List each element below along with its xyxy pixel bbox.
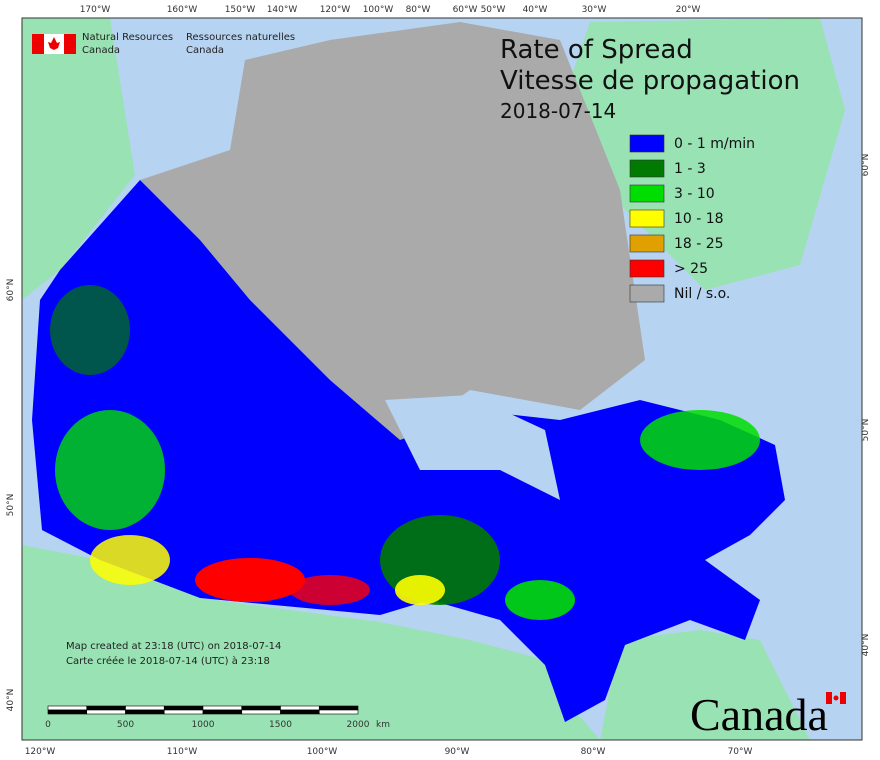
scale-label: 0	[45, 720, 51, 730]
legend: 0 - 1 m/min 1 - 3 3 - 10 10 - 18 18 - 25 > 25…	[629, 134, 755, 303]
maple-leaf	[48, 37, 60, 50]
lon-label: 40°W	[523, 5, 548, 15]
patch	[395, 575, 445, 605]
scale-segment	[86, 709, 126, 715]
scale-segment	[318, 705, 359, 711]
wordmark-flag	[826, 692, 846, 704]
frame	[21, 17, 863, 741]
graticule-labels: 170°W 160°W 150°W 140°W 120°W 100°W 80°W 60°W 50…	[6, 5, 871, 757]
lon-label: 30°W	[582, 5, 607, 15]
lon-label: 60°W	[453, 5, 478, 15]
legend-label: 0 - 1 m/min	[674, 136, 755, 152]
scale-segment	[125, 705, 165, 711]
lon-label: 80°W	[581, 747, 606, 757]
scale-segment	[241, 705, 281, 711]
legend-swatch	[629, 259, 665, 278]
lat-label: 40°N	[6, 689, 16, 712]
scale-segment	[202, 705, 243, 711]
scale-segment	[86, 705, 126, 711]
scale-segment	[47, 705, 88, 711]
legend-swatch	[629, 184, 665, 203]
flag-bar	[840, 692, 846, 704]
patch	[55, 410, 165, 530]
lon-label: 170°W	[80, 5, 111, 15]
lon-label: 160°W	[167, 5, 198, 15]
scale-segment	[241, 709, 281, 715]
lon-label: 90°W	[445, 747, 470, 757]
legend-swatch	[629, 209, 665, 228]
legend-label: 18 - 25	[674, 236, 724, 252]
legend-swatch	[629, 284, 665, 303]
flag-bar	[64, 34, 76, 54]
legend-label: Nil / s.o.	[674, 286, 730, 302]
fire-patches	[50, 285, 760, 620]
patch	[290, 575, 370, 605]
lon-label: 80°W	[406, 5, 431, 15]
lat-label: 40°N	[861, 634, 871, 657]
agency-en: Canada	[82, 45, 120, 56]
scale-segment	[202, 709, 243, 715]
flag-bar	[32, 34, 44, 54]
hudson-bay	[385, 395, 560, 500]
legend-swatch	[629, 134, 665, 153]
lon-label: 100°W	[363, 5, 394, 15]
scale-segment	[163, 705, 204, 711]
usa	[22, 545, 600, 740]
scale-segment	[47, 709, 88, 715]
flag-bar	[826, 692, 832, 704]
lon-label: 50°W	[481, 5, 506, 15]
lon-label: 120°W	[25, 747, 56, 757]
lon-label: 120°W	[320, 5, 351, 15]
lon-label: 100°W	[307, 747, 338, 757]
date: 2018-07-14	[500, 99, 616, 123]
patch	[505, 580, 575, 620]
agency-en: Natural Resources	[82, 32, 173, 43]
scale-label: 1500	[269, 720, 292, 730]
legend-swatch	[629, 234, 665, 253]
maple-leaf	[833, 695, 839, 701]
scale-label: 500	[117, 720, 134, 730]
lon-label: 70°W	[728, 747, 753, 757]
agency-fr: Ressources naturelles	[186, 32, 295, 43]
usa-east	[600, 630, 810, 740]
lon-label: 140°W	[267, 5, 298, 15]
note: Map created at 23:18 (UTC) on 2018-07-14	[66, 641, 281, 652]
lon-label: 150°W	[225, 5, 256, 15]
patch	[50, 285, 130, 375]
patch	[640, 410, 760, 470]
patch	[90, 535, 170, 585]
patch	[195, 558, 305, 602]
scale-label: 2000	[347, 720, 370, 730]
legend-label: 10 - 18	[674, 211, 724, 227]
legend-swatch	[629, 159, 665, 178]
scale-unit: km	[376, 720, 390, 730]
scale-segment	[280, 709, 320, 715]
lat-label: 60°N	[6, 279, 16, 302]
arctic-nil	[140, 22, 645, 440]
scale-segment	[125, 709, 165, 715]
alaska	[22, 18, 135, 300]
map-area	[22, 18, 862, 740]
legend-label: 1 - 3	[674, 161, 706, 177]
legend-label: > 25	[674, 261, 708, 277]
agency-fr: Canada	[186, 45, 224, 56]
lon-label: 110°W	[167, 747, 198, 757]
lon-label: 20°W	[676, 5, 701, 15]
title: Rate of Spread	[500, 35, 693, 65]
lat-label: 60°N	[861, 154, 871, 177]
scale-segment	[163, 709, 204, 715]
title: Vitesse de propagation	[500, 66, 800, 96]
logo	[32, 34, 76, 54]
scale-segment	[318, 709, 359, 715]
lat-label: 50°N	[861, 419, 871, 442]
greenland	[565, 18, 845, 290]
scale-label: 1000	[192, 720, 215, 730]
scale-bar: 0 500 1000 1500 2000 km	[45, 705, 390, 730]
note: Carte créée le 2018-07-14 (UTC) à 23:18	[66, 655, 270, 667]
legend-label: 3 - 10	[674, 186, 715, 202]
wordmark: Canada	[690, 689, 828, 740]
lat-label: 50°N	[6, 494, 16, 517]
scale-segment	[280, 705, 320, 711]
